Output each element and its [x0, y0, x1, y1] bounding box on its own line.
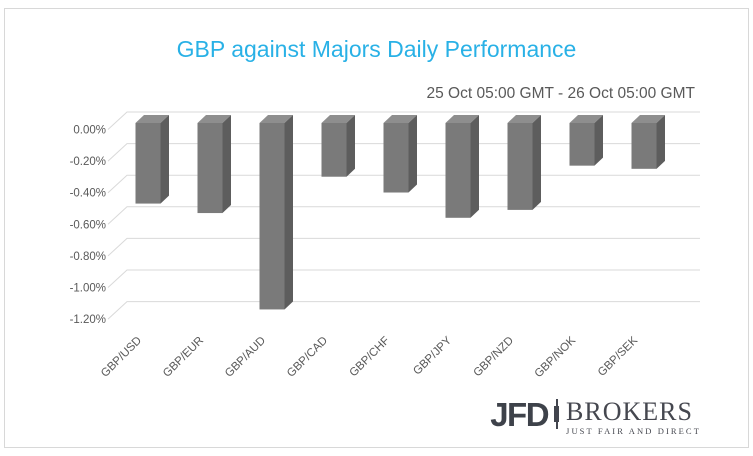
x-axis-label: GBP/JPY: [411, 334, 454, 377]
logo-tagline-text: JUST FAIR AND DIRECT: [566, 426, 701, 437]
jfd-brokers-logo: JFD BROKERS JUST FAIR AND DIRECT: [490, 398, 701, 436]
candlestick-separator-icon: [554, 399, 560, 429]
bar-GBP/NZD: [507, 123, 533, 210]
bar-GBP/NOK: [569, 123, 595, 166]
x-axis-label: GBP/CAD: [285, 335, 330, 380]
y-axis-label: 0.00%: [73, 125, 106, 137]
x-axis-label: GBP/CHF: [347, 335, 392, 380]
bar-top-GBP/CHF: [383, 115, 417, 123]
x-axis-label: GBP/SEK: [596, 334, 640, 378]
bar-top-GBP/NZD: [507, 115, 541, 123]
y-axis-label: -1.20%: [70, 314, 106, 326]
gridline: [107, 206, 700, 225]
y-axis-label: -1.00%: [70, 283, 106, 295]
bar-side-GBP/JPY: [470, 115, 479, 218]
bar-top-GBP/AUD: [259, 115, 293, 123]
bar-side-GBP/CAD: [346, 115, 355, 177]
gridline: [107, 301, 700, 320]
bar-side-GBP/NOK: [594, 115, 603, 166]
y-axis-label: -0.60%: [70, 219, 106, 231]
y-axis-label: -0.40%: [70, 188, 106, 200]
bar-GBP/EUR: [197, 123, 223, 214]
bar-top-GBP/EUR: [197, 115, 231, 123]
bar-side-GBP/AUD: [284, 115, 293, 310]
chart-subtitle: 25 Oct 05:00 GMT - 26 Oct 05:00 GMT: [426, 85, 696, 102]
bar-top-GBP/JPY: [445, 115, 479, 123]
bar-top-GBP/SEK: [631, 115, 665, 123]
bar-GBP/AUD: [259, 123, 285, 310]
bar-top-GBP/USD: [135, 115, 169, 123]
bar-side-GBP/NZD: [532, 115, 541, 210]
logo-jfd-text: JFD: [490, 396, 549, 433]
gridline: [107, 237, 700, 257]
bar-GBP/CAD: [321, 123, 347, 177]
x-axis-label: GBP/AUD: [223, 335, 268, 380]
bar-top-GBP/NOK: [569, 115, 603, 123]
bar-side-GBP/EUR: [222, 115, 231, 214]
y-axis-label: -0.20%: [70, 156, 106, 168]
chart-border-frame: [4, 8, 749, 448]
bar-side-GBP/CHF: [408, 115, 417, 193]
x-axis-label: GBP/EUR: [161, 335, 206, 380]
bar-top-GBP/CAD: [321, 115, 355, 123]
x-axis-label: GBP/NZD: [471, 335, 516, 380]
bar-GBP/JPY: [445, 123, 471, 218]
x-axis-label: GBP/USD: [99, 335, 144, 380]
x-axis-label: GBP/NOK: [533, 334, 579, 380]
bar-side-GBP/SEK: [656, 115, 665, 169]
chart-title: GBP against Majors Daily Performance: [176, 36, 577, 62]
bar-GBP/SEK: [631, 123, 657, 169]
bar-GBP/USD: [135, 123, 161, 204]
gridline: [107, 111, 700, 130]
logo-brokers-text: BROKERS: [566, 397, 693, 426]
y-axis-label: -0.80%: [70, 251, 106, 263]
gridline: [107, 269, 700, 288]
bar-GBP/CHF: [383, 123, 409, 193]
bar-side-GBP/USD: [160, 115, 169, 204]
